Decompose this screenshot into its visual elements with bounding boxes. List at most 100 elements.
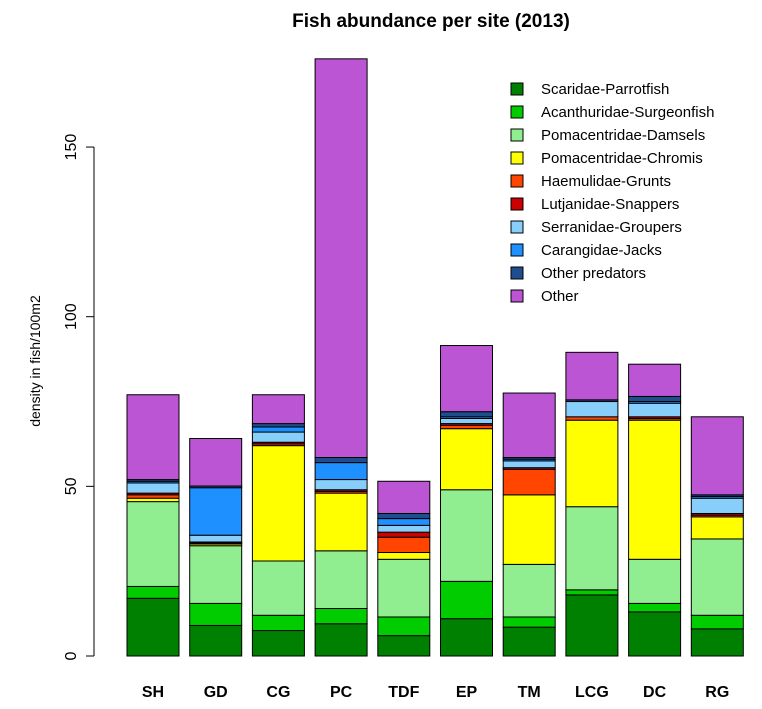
- bar-segment: [251, 445, 305, 562]
- bar-stack-lcg: [565, 351, 619, 657]
- bar-segment: [690, 628, 744, 657]
- bar-segment: [251, 431, 305, 443]
- x-tick-label: DC: [643, 684, 667, 701]
- bar-segment: [690, 416, 744, 496]
- bar-segment: [377, 635, 431, 657]
- y-tick-label: 100: [63, 303, 80, 330]
- legend-swatch: [510, 151, 524, 165]
- bar-segment: [440, 424, 493, 430]
- bar-segment: [314, 457, 368, 464]
- bar-segment: [628, 558, 682, 604]
- legend-swatch: [510, 266, 524, 280]
- legend-swatch: [510, 197, 524, 211]
- bar-segment: [690, 516, 744, 540]
- legend-label: Pomacentridae-Damsels: [541, 127, 705, 144]
- legend-label: Carangidae-Jacks: [541, 242, 662, 259]
- bar-stack-rg: [690, 416, 744, 657]
- bar-segment: [377, 518, 431, 526]
- x-tick-label: PC: [330, 684, 353, 701]
- bar-segment: [126, 482, 180, 494]
- legend-item: Carangidae-Jacks: [510, 242, 662, 259]
- bar-segment: [251, 630, 305, 657]
- bar-segment: [251, 560, 305, 616]
- bar-segment: [377, 558, 431, 618]
- legend-item: Pomacentridae-Damsels: [510, 127, 705, 144]
- bar-segment: [251, 394, 305, 425]
- bar-segment: [628, 611, 682, 657]
- bar-segment: [314, 607, 368, 625]
- bar-segment: [440, 618, 493, 657]
- legend-label: Scaridae-Parrotfish: [541, 81, 669, 98]
- bar-stack-dc: [628, 363, 682, 657]
- bar-segment: [440, 489, 493, 582]
- y-axis-title: density in fish/100m2: [27, 295, 43, 427]
- bar-segment: [126, 597, 180, 657]
- legend-label: Lutjanidae-Snappers: [541, 196, 679, 213]
- bar-segment: [440, 411, 493, 418]
- bar-segment: [251, 426, 305, 433]
- bar-segment: [565, 589, 619, 596]
- bar-segment: [565, 594, 619, 657]
- legend-item: Haemulidae-Grunts: [510, 173, 671, 190]
- bar-segment: [251, 614, 305, 632]
- legend-swatch: [510, 128, 524, 142]
- legend-swatch: [510, 220, 524, 234]
- bar-stack-cg: [251, 394, 305, 657]
- bar-segment: [126, 585, 180, 599]
- y-tick-label: 50: [63, 477, 80, 495]
- bar-segment: [189, 438, 243, 487]
- bar-segment: [690, 497, 744, 514]
- bar-segment: [377, 552, 431, 560]
- bar-segment: [502, 563, 556, 618]
- bar-segment: [251, 423, 305, 428]
- bar-segment: [314, 623, 368, 657]
- x-axis-labels: SH GD CG PC TDF EP TM LCG DC RG: [142, 684, 729, 701]
- legend-item: Acanthuridae-Surgeonfish: [510, 104, 714, 121]
- bar-segment: [126, 497, 180, 503]
- bar-segment: [189, 602, 243, 626]
- bar-stack-gd: [189, 438, 243, 657]
- bar-segment: [440, 580, 493, 620]
- bar-segment: [628, 363, 682, 397]
- legend-label: Other: [541, 288, 579, 305]
- x-tick-label: LCG: [575, 684, 609, 701]
- bar-segment: [565, 419, 619, 508]
- bar-segment: [377, 536, 431, 554]
- bar-segment: [314, 462, 368, 481]
- bar-stack-tm: [502, 392, 556, 657]
- bar-segment: [565, 506, 619, 591]
- legend-item: Scaridae-Parrotfish: [510, 81, 669, 98]
- bar-segment: [440, 417, 493, 425]
- legend-swatch: [510, 105, 524, 119]
- bar-stack-pc: [314, 58, 368, 657]
- bar-segment: [502, 494, 556, 565]
- bar-segment: [440, 345, 493, 413]
- x-tick-label: RG: [705, 684, 729, 701]
- legend-label: Other predators: [541, 265, 646, 282]
- bar-segment: [189, 624, 243, 657]
- bar-stack-sh: [126, 394, 180, 657]
- legend-item: Other predators: [510, 265, 646, 282]
- x-tick-label: TDF: [388, 684, 419, 701]
- legend-item: Pomacentridae-Chromis: [510, 150, 703, 167]
- legend-swatch: [510, 289, 524, 303]
- bar-segment: [314, 58, 368, 459]
- bar-segment: [377, 524, 431, 533]
- legend-swatch: [510, 82, 524, 96]
- y-tick-label: 150: [63, 134, 80, 161]
- bar-segment: [377, 480, 431, 514]
- legend-label: Serranidae-Groupers: [541, 219, 682, 236]
- bar-segment: [314, 479, 368, 491]
- bar-stack-ep: [440, 345, 493, 657]
- bar-segment: [565, 416, 619, 421]
- bar-segment: [189, 487, 243, 536]
- x-tick-label: SH: [142, 684, 164, 701]
- x-tick-label: CG: [266, 684, 290, 701]
- bar-segment: [377, 531, 431, 538]
- bar-segment: [502, 626, 556, 657]
- legend: Scaridae-Parrotfish Acanthuridae-Surgeonf…: [510, 81, 714, 305]
- bar-segment: [502, 616, 556, 628]
- bar-segment: [690, 538, 744, 616]
- bar-segment: [565, 401, 619, 418]
